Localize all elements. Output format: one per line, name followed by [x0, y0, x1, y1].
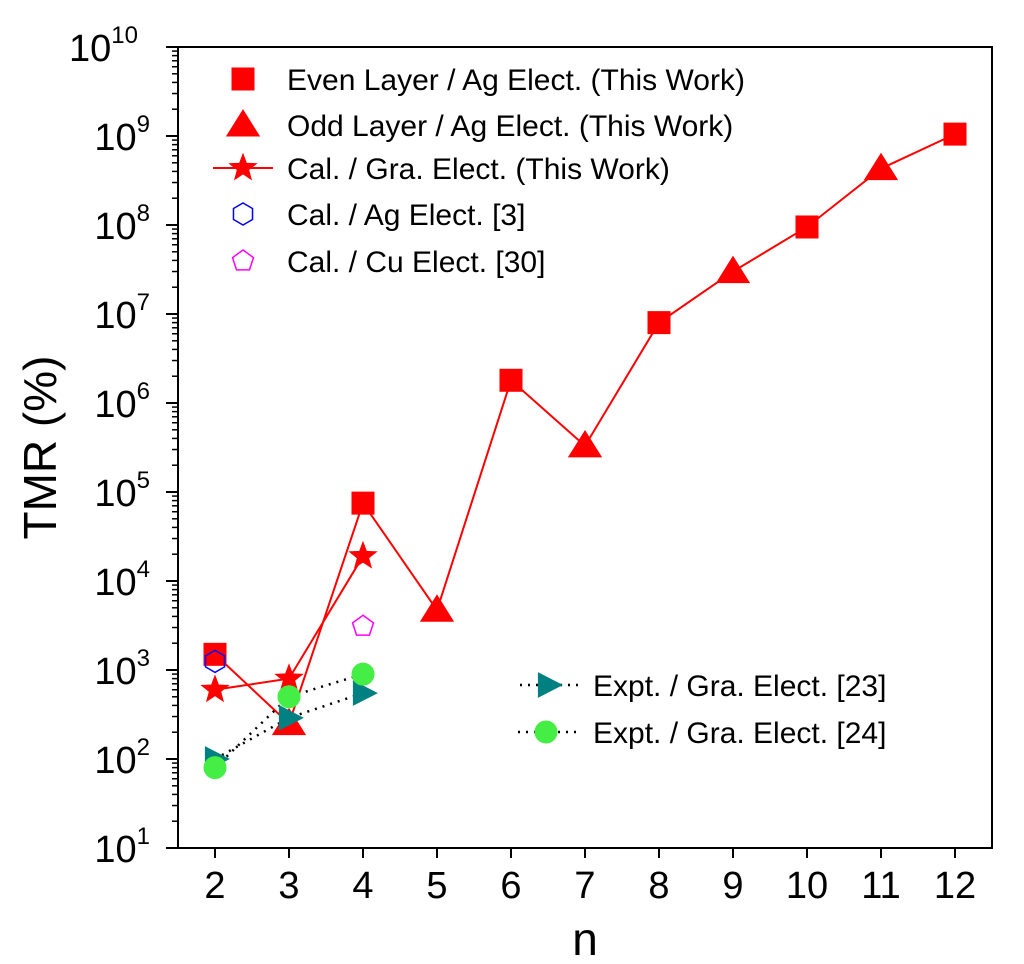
data-point-right-triangle: [278, 705, 304, 731]
legend-label: Cal. / Cu Elect. [30]: [287, 246, 545, 279]
x-tick-label: 7: [574, 865, 595, 907]
x-tick-label: 9: [722, 865, 743, 907]
x-tick-label: 3: [278, 865, 299, 907]
data-point-square: [351, 491, 375, 515]
data-point-square: [499, 368, 523, 392]
data-point-star: [348, 540, 378, 569]
y-tick-label: 1010: [69, 22, 138, 70]
data-point-star: [274, 663, 304, 692]
x-tick-label: 6: [500, 865, 521, 907]
y-tick-label: 103: [94, 645, 150, 693]
legend-marker-square: [231, 67, 255, 91]
data-point-triangle: [863, 152, 899, 181]
y-tick-label: 106: [94, 378, 150, 426]
x-axis-label: n: [572, 913, 598, 964]
data-point-star: [200, 674, 230, 703]
data-point-triangle: [419, 594, 455, 622]
x-tick-label: 10: [786, 865, 828, 907]
legend-marker-circle: [534, 720, 558, 744]
data-point-square: [943, 122, 967, 146]
legend-label: Even Layer / Ag Elect. (This Work): [287, 64, 745, 97]
legend-label: Cal. / Ag Elect. [3]: [287, 199, 525, 232]
series-line-5: [214, 691, 364, 761]
y-tick-label: 107: [94, 289, 150, 337]
y-tick-label: 102: [94, 734, 150, 782]
y-axis-label: TMR (%): [14, 356, 66, 540]
x-tick-label: 12: [934, 865, 976, 907]
legend-marker-pentagon: [231, 249, 255, 271]
data-point-circle: [351, 662, 375, 686]
x-tick-label: 4: [352, 865, 373, 907]
data-point-circle: [277, 685, 301, 709]
data-point-square: [795, 215, 819, 239]
x-tick-label: 8: [648, 865, 669, 907]
data-point-circle: [203, 756, 227, 780]
legend-marker-star: [228, 152, 258, 181]
data-point-triangle: [715, 255, 751, 284]
y-tick-label: 109: [94, 111, 150, 159]
legend-marker-hexagon: [232, 202, 254, 226]
data-point-right-triangle: [352, 680, 378, 706]
data-point-square: [203, 642, 227, 666]
y-tick-label: 101: [94, 823, 150, 871]
data-point-hexagon: [204, 649, 226, 674]
legend-label: Cal. / Gra. Elect. (This Work): [287, 153, 670, 186]
y-tick-label: 104: [94, 556, 150, 604]
x-tick-label: 5: [426, 865, 447, 907]
data-point-square: [647, 311, 671, 335]
x-tick-label: 11: [861, 865, 900, 907]
x-tick-label: 2: [204, 865, 225, 907]
data-point-pentagon: [351, 614, 375, 636]
legend-marker-right-triangle: [537, 672, 563, 698]
legend-marker-triangle: [225, 109, 261, 137]
y-tick-label: 108: [94, 200, 150, 248]
legend-label: Odd Layer / Ag Elect. (This Work): [287, 110, 733, 143]
data-point-triangle: [567, 429, 603, 458]
legend-label: Expt. / Gra. Elect. [24]: [593, 717, 886, 750]
y-tick-label: 105: [94, 467, 150, 515]
legend-label: Expt. / Gra. Elect. [23]: [593, 670, 886, 703]
